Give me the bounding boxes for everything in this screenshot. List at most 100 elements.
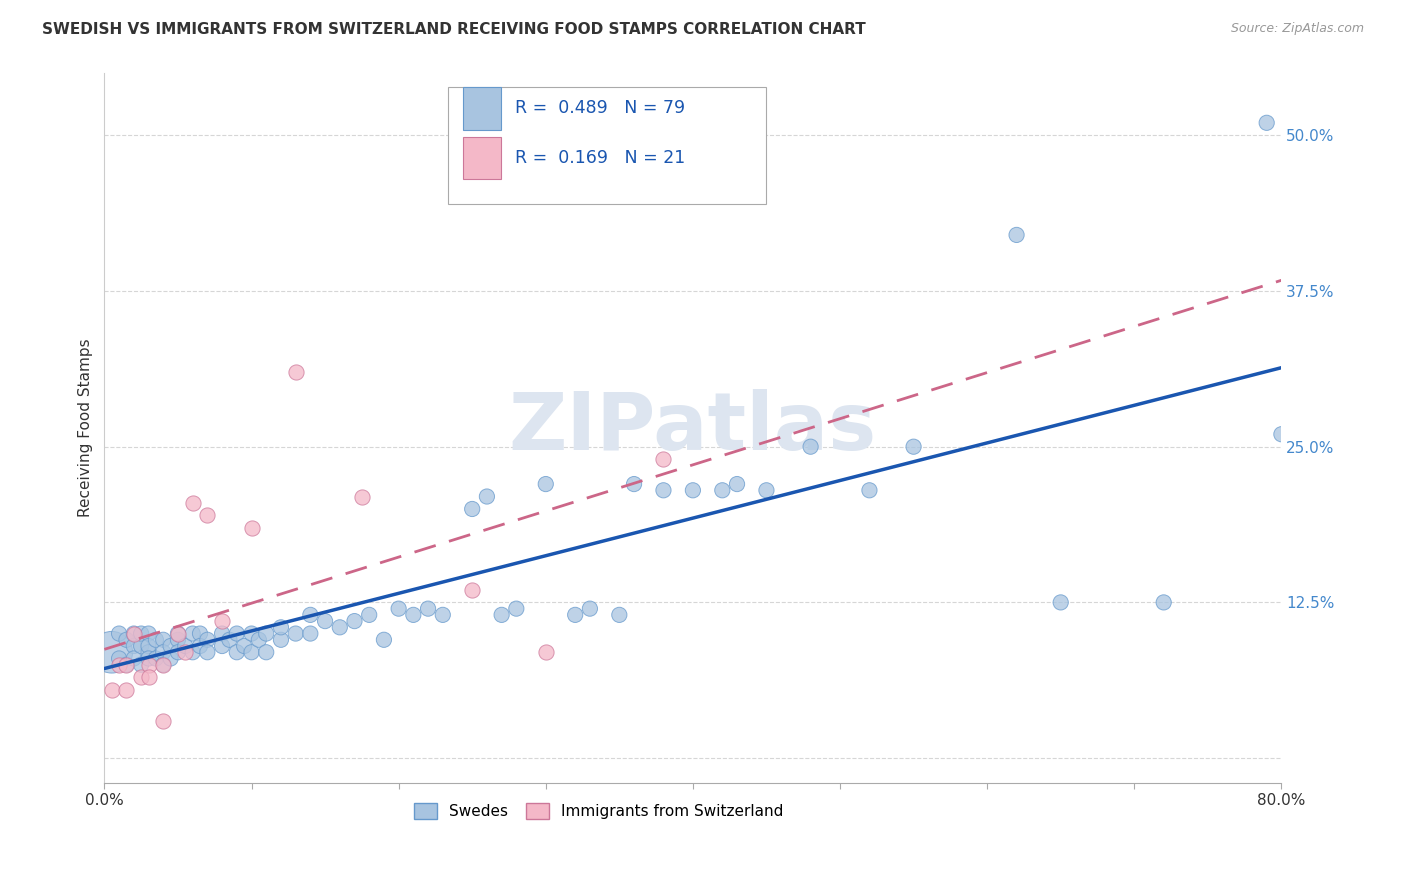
- Point: [359, 607, 381, 622]
- Point: [195, 645, 218, 659]
- Point: [218, 632, 240, 647]
- Point: [652, 452, 675, 467]
- Point: [108, 657, 131, 672]
- Point: [461, 582, 484, 597]
- Point: [159, 651, 181, 665]
- Point: [174, 639, 197, 653]
- Point: [174, 645, 197, 659]
- Point: [115, 657, 138, 672]
- Point: [138, 645, 160, 659]
- Text: R =  0.169   N = 21: R = 0.169 N = 21: [515, 149, 685, 167]
- Point: [682, 483, 704, 498]
- Point: [167, 645, 190, 659]
- Point: [534, 645, 557, 659]
- Point: [181, 496, 204, 510]
- Point: [343, 614, 366, 628]
- Point: [108, 626, 131, 640]
- Text: SWEDISH VS IMMIGRANTS FROM SWITZERLAND RECEIVING FOOD STAMPS CORRELATION CHART: SWEDISH VS IMMIGRANTS FROM SWITZERLAND R…: [42, 22, 866, 37]
- Point: [711, 483, 734, 498]
- Point: [115, 682, 138, 697]
- FancyBboxPatch shape: [464, 87, 501, 129]
- Point: [138, 639, 160, 653]
- Point: [138, 657, 160, 672]
- Point: [152, 645, 174, 659]
- Y-axis label: Receiving Food Stamps: Receiving Food Stamps: [79, 339, 93, 517]
- Point: [314, 614, 336, 628]
- Point: [652, 483, 675, 498]
- Point: [167, 632, 190, 647]
- Point: [145, 651, 167, 665]
- Point: [138, 651, 160, 665]
- Point: [129, 639, 152, 653]
- Point: [122, 639, 145, 653]
- Point: [138, 626, 160, 640]
- Point: [211, 626, 233, 640]
- Point: [240, 645, 263, 659]
- Point: [254, 626, 277, 640]
- Point: [115, 657, 138, 672]
- Point: [579, 601, 602, 615]
- Point: [188, 639, 211, 653]
- Point: [350, 490, 373, 504]
- Point: [225, 626, 247, 640]
- Text: Source: ZipAtlas.com: Source: ZipAtlas.com: [1230, 22, 1364, 36]
- Point: [167, 626, 190, 640]
- Point: [432, 607, 454, 622]
- Point: [270, 620, 292, 634]
- Point: [254, 645, 277, 659]
- Point: [129, 670, 152, 684]
- Point: [800, 440, 823, 454]
- Point: [270, 632, 292, 647]
- Point: [505, 601, 527, 615]
- Point: [100, 645, 122, 659]
- Point: [491, 607, 513, 622]
- Point: [181, 645, 204, 659]
- Point: [564, 607, 586, 622]
- Point: [152, 657, 174, 672]
- Point: [388, 601, 411, 615]
- Point: [152, 714, 174, 728]
- Point: [122, 626, 145, 640]
- Point: [534, 477, 557, 491]
- Point: [211, 614, 233, 628]
- Point: [1153, 595, 1175, 609]
- Point: [195, 508, 218, 523]
- Point: [145, 632, 167, 647]
- Point: [138, 670, 160, 684]
- Point: [903, 440, 925, 454]
- Point: [725, 477, 748, 491]
- Point: [461, 502, 484, 516]
- Point: [240, 626, 263, 640]
- Point: [152, 657, 174, 672]
- Point: [233, 639, 256, 653]
- Point: [329, 620, 352, 634]
- Point: [122, 651, 145, 665]
- Point: [1005, 227, 1028, 242]
- Point: [129, 626, 152, 640]
- Text: R =  0.489   N = 79: R = 0.489 N = 79: [515, 100, 685, 118]
- Point: [1049, 595, 1071, 609]
- Point: [115, 632, 138, 647]
- Point: [607, 607, 630, 622]
- Point: [373, 632, 395, 647]
- Point: [240, 521, 263, 535]
- Legend: Swedes, Immigrants from Switzerland: Swedes, Immigrants from Switzerland: [408, 797, 790, 825]
- Point: [188, 626, 211, 640]
- Point: [475, 490, 498, 504]
- Point: [1270, 427, 1292, 442]
- Point: [181, 626, 204, 640]
- Point: [167, 626, 190, 640]
- Point: [211, 639, 233, 653]
- Point: [225, 645, 247, 659]
- Point: [195, 632, 218, 647]
- FancyBboxPatch shape: [464, 136, 501, 179]
- Point: [284, 626, 307, 640]
- Point: [755, 483, 778, 498]
- Point: [858, 483, 880, 498]
- Point: [1256, 116, 1278, 130]
- Point: [299, 607, 322, 622]
- Point: [402, 607, 425, 622]
- Point: [247, 632, 270, 647]
- Point: [284, 365, 307, 379]
- Point: [159, 639, 181, 653]
